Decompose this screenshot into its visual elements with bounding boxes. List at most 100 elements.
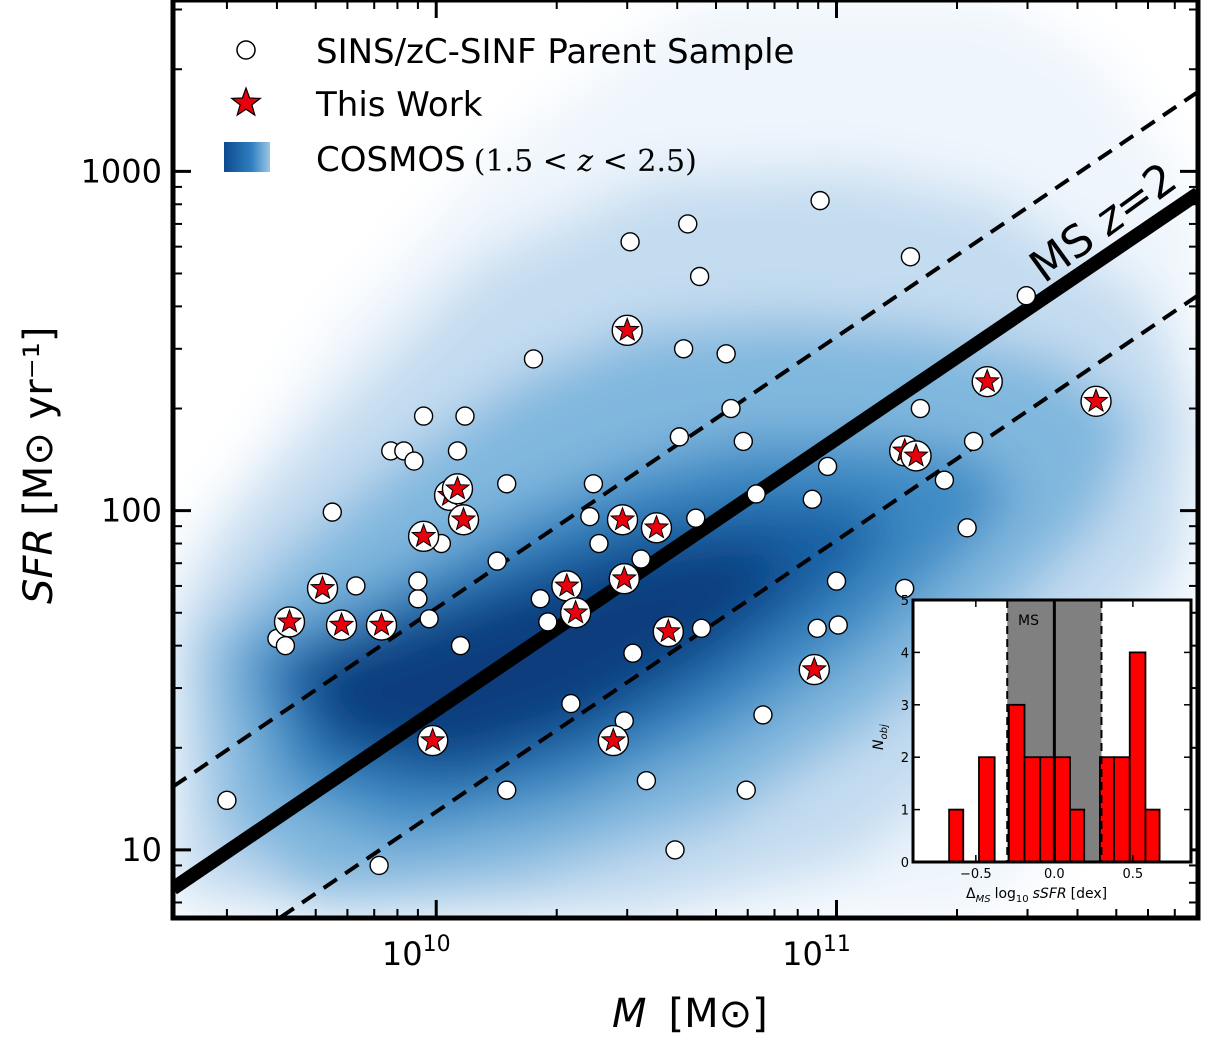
parent-sample-point xyxy=(538,612,558,632)
parent-sample-point xyxy=(807,618,827,639)
this-work-point-star xyxy=(554,572,580,597)
parent-sample-point xyxy=(817,456,838,477)
parent-sample-point xyxy=(802,489,822,510)
this-work-point-star xyxy=(643,514,670,539)
this-work-point xyxy=(441,473,474,505)
main-sequence-lines xyxy=(173,90,1198,918)
axis-ticks xyxy=(173,0,1199,918)
inset-y-tick-label: 2 xyxy=(901,751,909,766)
parent-sample-point xyxy=(620,232,640,252)
parent-sample-point xyxy=(419,609,439,629)
parent-sample-point xyxy=(530,589,551,609)
inset-x-title: ΔMS log10 sSFR [dex] xyxy=(966,886,1107,905)
parent-sample-point xyxy=(828,615,848,635)
histogram-bar xyxy=(1039,756,1056,862)
parent-sample-point xyxy=(689,266,710,287)
this-work-point xyxy=(606,504,639,536)
this-work-point xyxy=(1080,385,1112,418)
this-work-point xyxy=(551,570,583,602)
parent-sample-point xyxy=(523,349,544,369)
this-work-point xyxy=(447,504,480,536)
parent-sample-point xyxy=(413,406,434,426)
histogram-bar xyxy=(948,808,965,862)
y-tick-label: 1000 xyxy=(81,152,162,190)
this-work-point-star xyxy=(309,574,336,600)
parent-sample-point xyxy=(408,589,428,609)
parent-sample-point xyxy=(810,190,830,211)
parent-sample-point xyxy=(716,344,736,364)
inset-y-tick-label: 0 xyxy=(901,856,909,871)
parent-sample-point xyxy=(1016,286,1037,306)
this-work-point-star xyxy=(609,506,636,531)
parent-sample-point xyxy=(561,693,581,714)
parent-sample-point xyxy=(691,618,712,639)
parent-sample-point xyxy=(404,451,424,471)
legend: SINS/zC-SINF Parent Sample This Work COS… xyxy=(224,32,794,180)
this-work-point xyxy=(273,606,306,638)
legend-marker-parent xyxy=(236,40,256,60)
this-work-point xyxy=(325,609,358,641)
this-work-point xyxy=(611,314,643,347)
parent-sample-point xyxy=(669,427,690,447)
parent-sample-point xyxy=(746,484,766,504)
parent-sample-point xyxy=(963,431,984,452)
this-work-point xyxy=(559,597,592,629)
parent-sample-point xyxy=(275,635,296,656)
inset-frame xyxy=(911,598,1193,864)
parent-sample-point xyxy=(450,635,471,656)
this-work-point-star xyxy=(450,506,477,531)
legend-cosmos-range: (1.5 < z < 2.5) xyxy=(474,144,697,179)
parent-sample-point xyxy=(678,214,698,234)
parent-sample-point xyxy=(589,533,609,554)
inset-y-tick-label: 1 xyxy=(901,804,909,819)
histogram-bar xyxy=(1128,651,1147,862)
this-work-point xyxy=(365,609,398,641)
inset-x-tick-label: 0.0 xyxy=(1044,867,1065,882)
this-work-point xyxy=(640,512,673,544)
inset-y-title: Nobj xyxy=(871,724,890,750)
this-work-point-star xyxy=(655,618,682,643)
this-work-point xyxy=(306,572,339,605)
parent-sample-point xyxy=(686,508,706,528)
this-work-point-star xyxy=(444,475,471,500)
parent-sample-point xyxy=(665,840,685,860)
inset-y-tick-label: 5 xyxy=(901,594,909,609)
this-work-point-star xyxy=(974,368,1001,393)
histogram-bar xyxy=(978,756,996,862)
parent-sample-point xyxy=(636,770,657,791)
y-tick-label: 100 xyxy=(101,492,162,530)
parent-sample-point xyxy=(900,247,921,267)
this-work-point-star xyxy=(276,608,303,633)
x-tick-label: 1010 xyxy=(382,932,451,973)
this-work-point xyxy=(417,724,449,757)
parent-sample-point xyxy=(497,780,517,800)
this-work-point xyxy=(971,365,1003,398)
legend-label-parent: SINS/zC-SINF Parent Sample xyxy=(316,32,794,72)
parent-sample-point xyxy=(322,502,342,522)
parent-sample-point xyxy=(894,578,915,599)
parent-sample-point xyxy=(721,398,741,419)
this-work-point-star xyxy=(410,522,437,548)
y-tick-label: 10 xyxy=(121,831,162,869)
inset-x-tick-label: −0.5 xyxy=(960,867,992,882)
inset-y-tick-label: 4 xyxy=(901,646,909,661)
this-work-point-star xyxy=(614,316,640,342)
inset-tick-labels: −0.5 0.0 0.5 0 1 2 3 4 5 xyxy=(901,594,1144,882)
this-work-point xyxy=(798,653,830,686)
plot-frame xyxy=(170,0,1201,921)
histogram-bar xyxy=(1023,756,1042,862)
parent-sample-point xyxy=(346,576,366,596)
inset-ticks xyxy=(913,599,1191,863)
parent-sample-point xyxy=(408,571,428,591)
parent-sample-point xyxy=(455,406,475,426)
parent-sample-point xyxy=(623,643,643,663)
this-work-point-star xyxy=(903,442,929,467)
inset-bars xyxy=(948,651,1161,862)
this-work-point xyxy=(407,520,440,553)
this-work-point xyxy=(608,563,640,595)
this-work-point-star xyxy=(368,611,395,636)
legend-marker-cosmos xyxy=(224,142,270,172)
inset-ms-label: MS xyxy=(1018,613,1039,629)
this-work-point xyxy=(900,440,932,472)
this-work-point-star xyxy=(600,727,627,752)
